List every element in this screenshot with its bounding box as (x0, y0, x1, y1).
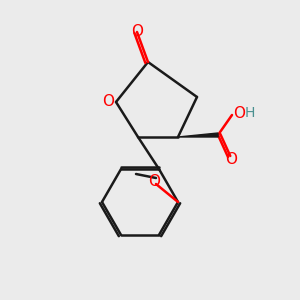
Text: O: O (233, 106, 245, 121)
Text: H: H (245, 106, 255, 120)
Text: O: O (131, 25, 143, 40)
Text: O: O (225, 152, 237, 166)
Text: O: O (148, 175, 160, 190)
Polygon shape (178, 133, 218, 137)
Text: O: O (102, 94, 114, 110)
